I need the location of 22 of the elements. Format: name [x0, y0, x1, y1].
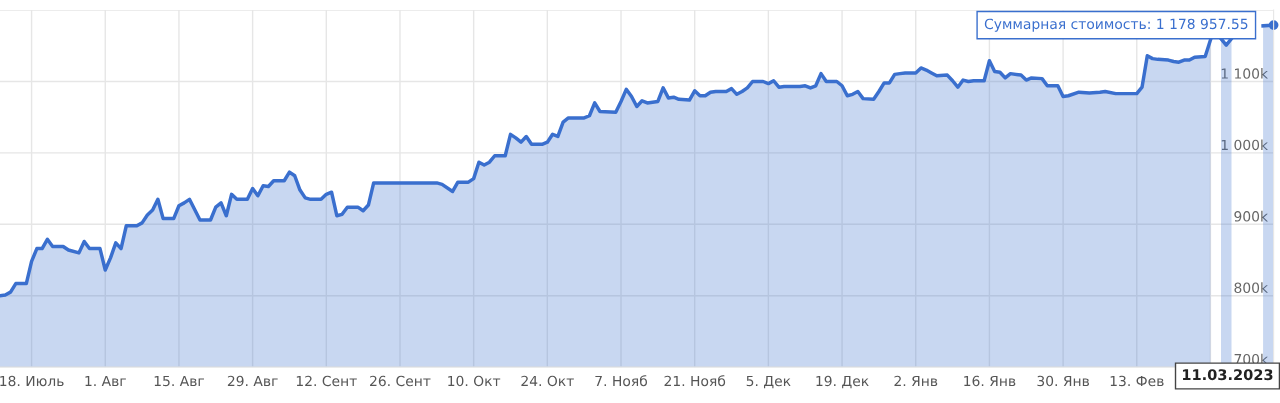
x-tick-label: 2. Янв [894, 375, 938, 387]
y-tick-label: 800k [1234, 282, 1268, 294]
x-tick-label: 30. Янв [1037, 375, 1089, 387]
x-tick-label: 15. Авг [154, 375, 204, 387]
x-tick-label: 21. Нояб [664, 375, 726, 387]
x-tick-label: 18. Июль [0, 375, 64, 387]
x-tick-label: 24. Окт [521, 375, 574, 387]
annotation: Суммарная стоимость: 1 178 957.55 [984, 18, 1248, 32]
x-tick-label: 1. Авг [85, 375, 126, 387]
x-tick-label: 29. Авг [227, 375, 278, 387]
x-tick-label: 5. Дек [746, 375, 791, 389]
x-tick-label: 12. Сент [296, 375, 357, 387]
y-tick-label: 1 100k [1221, 68, 1269, 79]
y-tick-label: 1 000k [1221, 139, 1269, 151]
x-tick-label: 16. Янв [964, 375, 1016, 387]
x-tick-label: 10. Окт [448, 375, 501, 387]
x-tick-label: 13. Фев [1110, 375, 1164, 387]
text: 11.03.2023 [1182, 369, 1273, 381]
x-tick-label: 19. Дек [816, 375, 869, 389]
x-tick-label: 26. Сент [370, 375, 431, 387]
y-tick-label: 900k [1234, 210, 1268, 222]
x-tick-label: 7. Нояб [595, 375, 648, 387]
